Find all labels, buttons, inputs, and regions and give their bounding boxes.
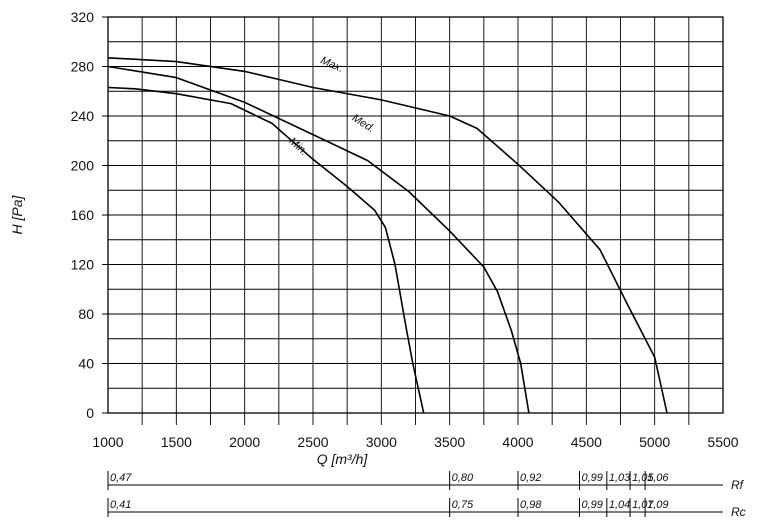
scale-value-rf: 0,47 [110, 472, 132, 484]
y-tick-labels: 0 40 80 120 160 200 240 280 320 [71, 9, 95, 421]
y-tick-label: 80 [78, 306, 94, 322]
scale-value-rc: 0,98 [520, 499, 542, 511]
x-tick-label: 3500 [434, 434, 465, 450]
series-line-max [107, 57, 668, 414]
scale-value-rc: 0,75 [452, 499, 474, 511]
x-tick-label: 1000 [92, 434, 123, 450]
scale-value-rc: 0,99 [582, 499, 603, 511]
y-tick-label: 40 [78, 356, 94, 372]
x-tick-labels: 1000 1500 2000 2500 3000 3500 4000 4500 5000 5500 [92, 434, 738, 450]
x-tick-label: 4000 [502, 434, 533, 450]
scale-value-rf: 0,99 [582, 472, 603, 484]
scale-value-rf: 1,03 [609, 472, 631, 484]
x-axis-title: Q [m³/h] [317, 451, 369, 467]
series-line-min [107, 86, 425, 414]
grid-layer [102, 16, 723, 425]
y-tick-label: 0 [86, 405, 94, 421]
plot-frame [107, 16, 724, 414]
y-axis-title: H [Pa] [9, 194, 25, 234]
y-tick-label: 120 [71, 257, 95, 273]
scale-value-rf: 0,92 [520, 472, 541, 484]
scale-value-rc: 1,04 [609, 499, 630, 511]
x-tick-label: 5000 [639, 434, 670, 450]
scale-value-rc: 1,07 [632, 499, 654, 511]
secondary-scales: 0,47 0,80 0,92 0,99 1,03 1,051,06 Rf 0,41 0,75 0,… [107, 471, 746, 519]
y-tick-label: 200 [71, 158, 95, 174]
x-tick-label: 4500 [571, 434, 602, 450]
x-tick-label: 3000 [366, 434, 397, 450]
scale-value-rf: 1,06 [647, 472, 669, 484]
scale-value-rf: 0,80 [452, 472, 474, 484]
scale-value-rc: 1,09 [647, 499, 668, 511]
scale-name-rf: Rf [731, 478, 745, 492]
scale-value-rf: 1,05 [632, 472, 654, 484]
series-line-med [107, 65, 530, 414]
y-tick-label: 160 [71, 207, 95, 223]
x-tick-label: 2500 [297, 434, 328, 450]
x-tick-label: 1500 [161, 434, 192, 450]
scale-name-rc: Rc [731, 505, 746, 519]
x-tick-label: 2000 [229, 434, 260, 450]
x-tick-label: 5500 [707, 434, 738, 450]
y-tick-label: 320 [71, 9, 95, 25]
y-tick-label: 240 [71, 108, 95, 124]
scale-value-rc: 0,41 [110, 499, 131, 511]
y-tick-label: 280 [71, 59, 95, 75]
